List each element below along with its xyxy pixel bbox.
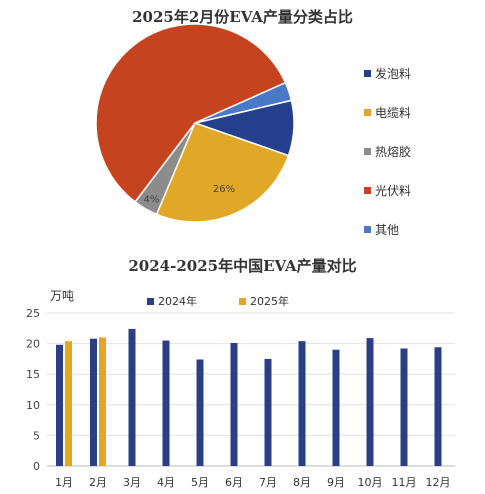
bar-2024 (400, 348, 408, 466)
bar-2024 (196, 359, 204, 466)
bar-2024 (264, 358, 272, 466)
legend-swatch (364, 109, 371, 116)
y-axis-unit: 万吨 (50, 289, 75, 303)
pie-legend: 发泡料 电缆料 热熔胶 光伏料 其他 (364, 54, 411, 249)
x-tick-label: 7月 (259, 476, 277, 489)
legend-swatch (364, 226, 371, 233)
legend-swatch (364, 187, 371, 194)
x-tick-label: 12月 (426, 476, 451, 489)
bar-legend-item-2024: 2024年 (147, 293, 197, 309)
bar-2024 (366, 338, 374, 466)
pie-data-label: 4% (144, 194, 160, 205)
legend-label: 2024年 (158, 295, 197, 308)
legend-label: 其他 (375, 223, 400, 237)
bar-2024 (332, 349, 340, 466)
pie-chart-title: 2025年2月份EVA产量分类占比 (132, 8, 353, 26)
pie-legend-item: 热熔胶 (364, 132, 411, 171)
legend-label: 光伏料 (375, 184, 412, 198)
pie-legend-item: 电缆料 (364, 93, 411, 132)
x-tick-label: 8月 (293, 476, 311, 489)
pie-slice (194, 81, 293, 124)
y-tick-label: 25 (26, 307, 40, 320)
y-tick-label: 15 (26, 368, 40, 381)
x-tick-label: 11月 (392, 476, 417, 489)
legend-swatch (239, 297, 246, 305)
legend-label: 电缆料 (375, 106, 412, 120)
x-tick-label: 2月 (89, 476, 107, 489)
legend-label: 2025年 (250, 295, 289, 308)
x-tick-label: 4月 (157, 476, 175, 489)
bar-2024 (434, 347, 442, 466)
x-tick-label: 10月 (358, 476, 383, 489)
bar-2024 (56, 344, 63, 466)
bar-legend: 2024年 2025年 (147, 293, 331, 309)
y-tick-label: 10 (26, 399, 40, 412)
pie-legend-item: 光伏料 (364, 171, 411, 210)
y-tick-label: 0 (33, 460, 40, 473)
pie-legend-item: 发泡料 (364, 54, 411, 93)
y-tick-label: 20 (26, 338, 40, 351)
legend-swatch (364, 70, 371, 77)
pie-slice (155, 122, 290, 223)
bar-2025 (99, 337, 106, 466)
bar-chart-title: 2024-2025年中国EVA产量对比 (128, 257, 357, 275)
legend-swatch (147, 297, 154, 305)
x-tick-label: 9月 (327, 476, 345, 489)
legend-label: 发泡料 (375, 67, 412, 81)
pie-legend-item: 其他 (364, 210, 411, 249)
legend-label: 热熔胶 (375, 145, 412, 159)
pie-slice (95, 23, 287, 203)
x-tick-label: 6月 (225, 476, 243, 489)
y-tick-label: 5 (33, 429, 40, 442)
bar-2024 (162, 340, 170, 466)
x-tick-label: 5月 (191, 476, 209, 489)
bar-2024 (90, 338, 97, 466)
x-tick-label: 3月 (123, 476, 141, 489)
bar-2024 (298, 341, 306, 466)
legend-swatch (364, 148, 371, 155)
bar-2025 (65, 341, 72, 466)
bar-2024 (128, 328, 136, 466)
x-tick-label: 1月 (55, 476, 73, 489)
bar-legend-item-2025: 2025年 (239, 293, 289, 309)
pie-data-label: 26% (213, 184, 235, 195)
bar-2024 (230, 342, 238, 466)
